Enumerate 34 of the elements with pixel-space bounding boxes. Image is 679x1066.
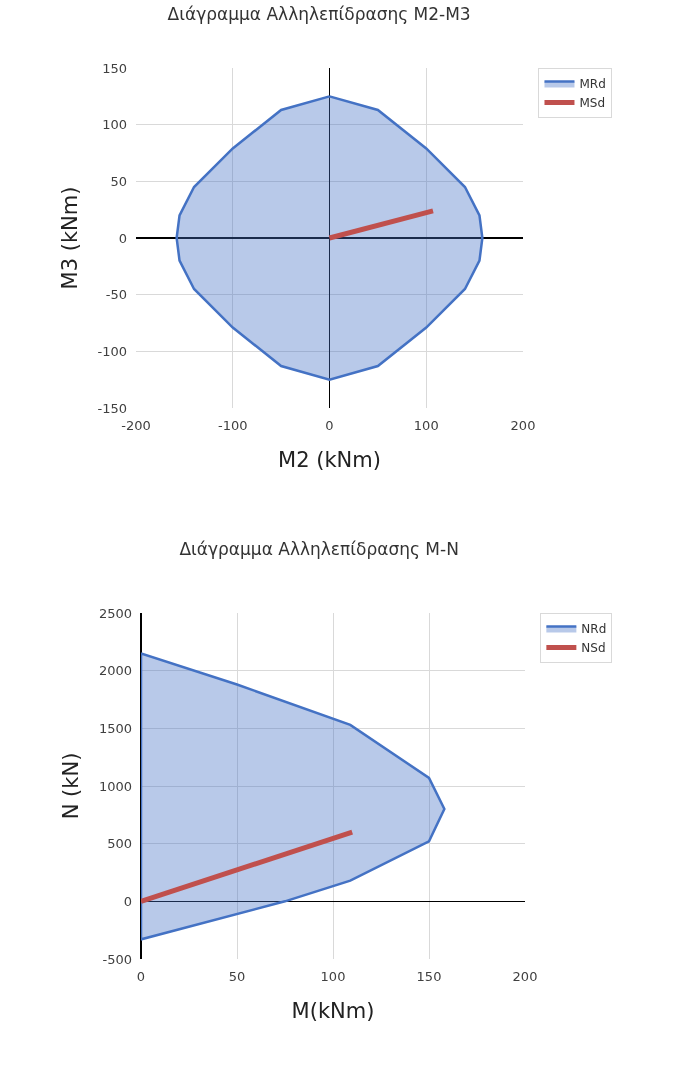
x-tick-label: -200 xyxy=(121,418,151,433)
legend-label: MSd xyxy=(579,96,606,111)
y-axis-title: M3 (kNm) xyxy=(57,186,82,290)
legend-label: NRd xyxy=(581,622,607,637)
y-tick-label: -150 xyxy=(97,400,127,416)
x-tick-label: 0 xyxy=(325,418,334,433)
x-tick-label: 0 xyxy=(136,969,146,984)
y-tick-label: 150 xyxy=(102,60,127,76)
y-axis-title: N (kN) xyxy=(59,752,84,820)
y-tick-label: -100 xyxy=(97,343,127,359)
legend-label: MRd xyxy=(579,77,606,92)
y-tick-label: 1500 xyxy=(98,720,132,736)
x-tick-label: 200 xyxy=(510,418,536,433)
y-tick-label: 1000 xyxy=(98,778,132,794)
y-tick-label: 50 xyxy=(110,173,127,189)
x-tick-label: 100 xyxy=(320,969,346,984)
x-axis-title: M(kNm) xyxy=(291,999,375,1024)
y-tick-label: 2500 xyxy=(98,605,132,621)
y-tick-label: -500 xyxy=(102,951,132,967)
x-tick-label: 200 xyxy=(512,969,538,984)
y-tick-label: 0 xyxy=(123,893,132,909)
y-tick-label: 100 xyxy=(102,117,127,133)
x-axis-title: M2 (kNm) xyxy=(278,448,381,473)
x-tick-label: 50 xyxy=(228,969,246,984)
y-tick-label: 2000 xyxy=(98,663,132,679)
chart-title: Διάγραμμα Αλληλεπίδρασης M2-M3 xyxy=(167,3,471,24)
y-tick-label: 500 xyxy=(107,836,132,852)
x-tick-label: 100 xyxy=(413,418,439,433)
x-tick-label: -100 xyxy=(217,418,248,433)
legend-label: NSd xyxy=(581,641,606,656)
x-tick-label: 150 xyxy=(416,969,442,984)
chart-title: Διάγραμμα Αλληλεπίδρασης M-N xyxy=(179,538,459,559)
y-tick-label: -50 xyxy=(105,287,127,303)
y-tick-label: 0 xyxy=(118,230,127,246)
